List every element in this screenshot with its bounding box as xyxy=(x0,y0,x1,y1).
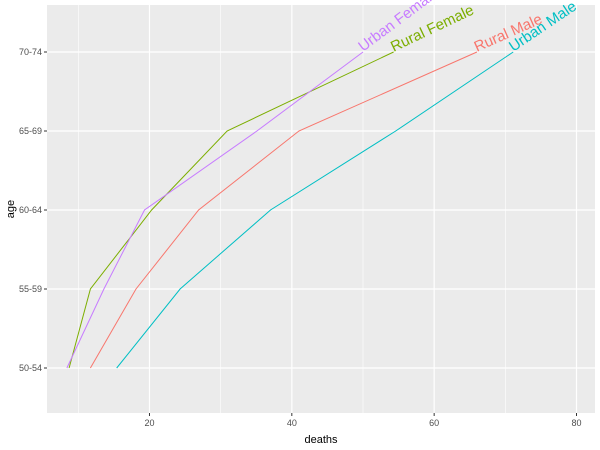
series-line-rural-female xyxy=(68,51,394,369)
y-axis: 50-54 55-59 60-64 65-69 70-74 xyxy=(19,47,47,373)
series-line-rural-male xyxy=(89,51,478,369)
x-axis-title: deaths xyxy=(304,434,338,446)
y-axis-title: age xyxy=(5,200,17,218)
minor-gridlines-x xyxy=(78,5,506,413)
x-tick-label: 40 xyxy=(287,418,297,428)
major-gridlines-x xyxy=(148,5,578,413)
x-tick-label: 20 xyxy=(144,418,154,428)
x-tick-label: 60 xyxy=(429,418,439,428)
y-tick-label: 65-69 xyxy=(19,126,42,136)
series-line-urban-male xyxy=(116,51,514,369)
y-tick-label: 70-74 xyxy=(19,47,42,57)
y-tick-label: 60-64 xyxy=(19,205,42,215)
series-line-urban-female xyxy=(66,51,364,369)
series-lines xyxy=(66,51,514,369)
plot-panel xyxy=(47,5,595,413)
major-gridlines-y xyxy=(47,51,595,369)
y-tick-label: 50-54 xyxy=(19,363,42,373)
x-axis: 20 40 60 80 xyxy=(144,413,582,428)
x-tick-label: 80 xyxy=(571,418,581,428)
y-tick-label: 55-59 xyxy=(19,284,42,294)
